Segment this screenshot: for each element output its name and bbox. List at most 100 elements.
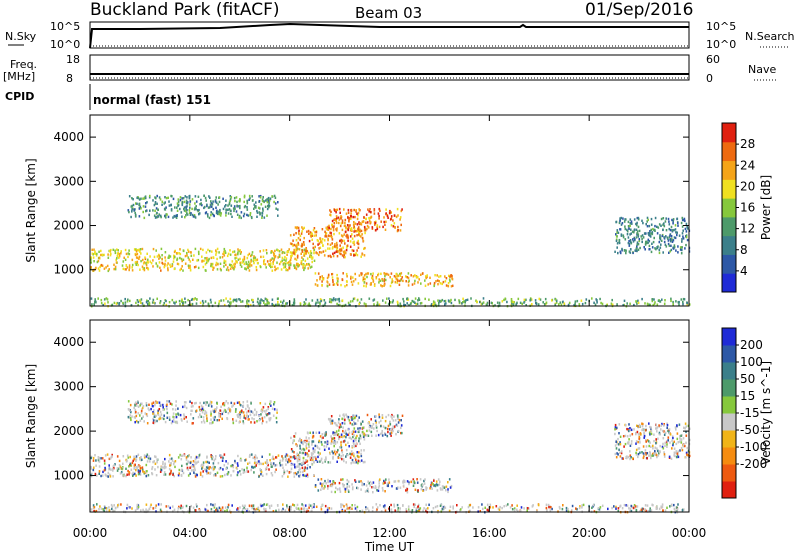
echo-cell <box>266 214 268 217</box>
echo-cell <box>157 409 159 412</box>
echo-cell <box>361 509 364 512</box>
echo-cell <box>241 504 244 507</box>
echo-cell <box>161 261 163 265</box>
echo-cell <box>203 194 205 197</box>
echo-cell <box>381 434 384 437</box>
echo-cell <box>145 301 148 304</box>
echo-cell <box>202 408 205 412</box>
echo-cell <box>311 443 313 446</box>
echo-cell <box>218 467 221 471</box>
echo-cell <box>638 239 641 243</box>
echo-cell <box>339 488 341 491</box>
echo-cell <box>217 263 219 266</box>
echo-cell <box>205 466 208 469</box>
echo-cell <box>309 456 311 459</box>
echo-cell <box>638 440 641 443</box>
echo-cell <box>274 202 277 205</box>
echo-cell <box>268 263 270 266</box>
echo-cell <box>441 282 443 286</box>
echo-cell <box>352 297 355 301</box>
echo-cell <box>353 445 356 448</box>
echo-cell <box>253 421 256 424</box>
echo-cell <box>672 300 674 304</box>
echo-cell <box>380 284 382 287</box>
echo-cell <box>630 220 633 223</box>
echo-cell <box>383 220 385 224</box>
echo-cell <box>360 422 362 426</box>
echo-cell <box>644 302 646 305</box>
echo-cell <box>219 262 222 265</box>
echo-cell <box>649 441 651 444</box>
echo-region <box>127 400 278 425</box>
echo-cell <box>336 227 338 230</box>
echo-cell <box>167 505 170 508</box>
echo-cell <box>395 215 398 219</box>
nsky-trace <box>89 22 689 49</box>
echo-cell <box>312 440 315 443</box>
echo-cell <box>309 458 312 461</box>
echo-cell <box>663 433 666 436</box>
echo-cell <box>222 410 225 413</box>
echo-cell <box>176 258 178 262</box>
echo-cell <box>386 297 388 300</box>
echo-cell <box>356 486 358 490</box>
echo-cell <box>358 455 360 459</box>
echo-cell <box>211 212 214 215</box>
echo-cell <box>297 226 300 230</box>
echo-cell <box>632 240 635 243</box>
echo-cell <box>627 241 630 245</box>
echo-cell <box>295 250 297 253</box>
echo-cell <box>103 505 106 508</box>
echo-cell <box>293 435 295 438</box>
echo-cell <box>232 421 235 425</box>
echo-cell <box>307 267 309 270</box>
echo-cell <box>357 214 359 217</box>
echo-cell <box>231 464 234 467</box>
echo-cell <box>422 509 424 512</box>
echo-cell <box>431 487 433 490</box>
echo-cell <box>90 297 93 300</box>
echo-cell <box>344 490 347 493</box>
echo-cell <box>627 220 630 224</box>
echo-cell <box>618 221 621 225</box>
echo-cell <box>216 212 219 216</box>
echo-cell <box>212 421 214 424</box>
echo-cell <box>293 303 295 306</box>
nsky-top-tick: 10^5 <box>50 20 80 33</box>
echo-cell <box>315 431 318 434</box>
echo-cell <box>354 504 356 507</box>
echo-cell <box>269 506 271 510</box>
echo-cell <box>660 224 662 227</box>
echo-cell <box>323 239 326 242</box>
colorbar-segment <box>722 198 736 218</box>
echo-cell <box>170 421 173 425</box>
echo-cell <box>185 401 187 404</box>
echo-cell <box>377 433 380 437</box>
echo-cell <box>292 441 294 445</box>
echo-cell <box>251 465 254 469</box>
echo-cell <box>667 237 669 240</box>
echo-cell <box>319 435 322 438</box>
echo-cell <box>299 444 301 447</box>
echo-cell <box>180 458 183 461</box>
echo-cell <box>138 198 141 201</box>
echo-cell <box>340 425 342 428</box>
echo-cell <box>328 300 331 303</box>
echo-cell <box>351 504 353 507</box>
echo-cell <box>656 430 658 433</box>
echo-cell <box>266 459 268 462</box>
echo-cell <box>313 259 316 262</box>
echo-cell <box>365 303 367 306</box>
echo-cell <box>239 415 242 418</box>
freq-top-tick: 18 <box>66 53 80 66</box>
echo-cell <box>680 441 683 444</box>
echo-cell <box>684 444 686 448</box>
echo-cell <box>659 433 661 436</box>
echo-cell <box>353 225 355 228</box>
echo-cell <box>311 506 313 509</box>
echo-cell <box>206 203 208 206</box>
echo-cell <box>333 225 335 228</box>
echo-cell <box>212 207 215 211</box>
echo-cell <box>321 241 323 244</box>
echo-cell <box>238 401 241 404</box>
